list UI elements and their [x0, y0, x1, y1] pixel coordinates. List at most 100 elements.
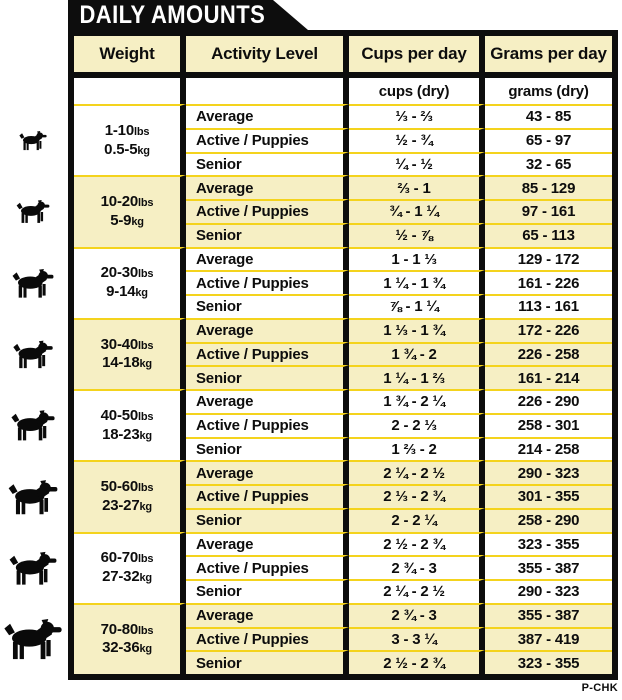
dog-icon — [15, 200, 51, 224]
grams-cell: 258 - 301 — [485, 412, 612, 437]
cups-cell: ⅓ - ⅔ — [349, 104, 485, 128]
weight-lbs-unit: lbs — [138, 339, 154, 352]
grams-cell: 290 - 323 — [485, 579, 612, 603]
cups-cell: ½ - ¾ — [349, 127, 485, 152]
feeding-table: Weight Activity Level Cups per day Grams… — [68, 30, 618, 680]
weight-kg: 18-23 — [102, 425, 140, 443]
weight-cell: 40-50lbs 18-23kg — [74, 389, 186, 461]
grams-cell: 258 - 290 — [485, 507, 612, 532]
cups-cell: 2 ¾ - 3 — [349, 555, 485, 579]
grams-cell: 43 - 85 — [485, 104, 612, 128]
dog-icon — [2, 619, 64, 661]
activity-cell: Active / Puppies — [186, 199, 349, 223]
weight-kg-unit: kg — [139, 500, 152, 513]
cups-cell: ¼ - ½ — [349, 151, 485, 176]
activity-cell: Average — [186, 317, 349, 342]
weight-lbs: 60-70 — [100, 549, 139, 567]
cups-cell: 1 ⅔ - 2 — [349, 436, 485, 461]
weight-kg-unit: kg — [139, 429, 152, 442]
activity-cell: Active / Puppies — [186, 270, 349, 294]
activity-cell: Average — [186, 104, 349, 128]
weight-lbs-unit: lbs — [133, 125, 150, 138]
cups-cell: 1 ¼ - 1 ¾ — [349, 270, 485, 294]
cups-cell: 2 - 2 ¼ — [349, 507, 485, 532]
activity-cell: Senior — [186, 507, 349, 532]
weight-kg-unit: kg — [139, 572, 152, 585]
cups-cell: 2 - 2 ⅓ — [349, 412, 485, 437]
grams-cell: 161 - 226 — [485, 270, 612, 294]
weight-lbs: 70-80 — [100, 620, 139, 638]
dog-icon — [12, 338, 54, 372]
activity-cell: Average — [186, 460, 349, 484]
grams-cell: 226 - 290 — [485, 389, 612, 413]
weight-lbs-unit: lbs — [138, 482, 154, 495]
grams-cell: 65 - 113 — [485, 222, 612, 247]
cups-cell: 1 ¼ - 1 ⅔ — [349, 365, 485, 389]
grams-cell: 214 - 258 — [485, 436, 612, 461]
weight-cell: 30-40lbs 14-18kg — [74, 317, 186, 389]
activity-cell: Average — [186, 246, 349, 271]
weight-kg-unit: kg — [139, 358, 152, 371]
weight-kg: 32-36 — [102, 639, 140, 657]
dog-icon — [18, 131, 48, 151]
activity-cell: Average — [186, 175, 349, 199]
cups-cell: 2 ¼ - 2 ½ — [349, 579, 485, 603]
weight-lbs-unit: lbs — [138, 268, 154, 281]
grams-cell: 323 - 355 — [485, 531, 612, 556]
cups-cell: 1 ¾ - 2 — [349, 341, 485, 366]
weight-kg: 23-27 — [102, 496, 140, 514]
weight-cell: 70-80lbs 32-36kg — [74, 602, 186, 674]
grams-cell: 85 - 129 — [485, 175, 612, 199]
subheader-weight — [74, 78, 186, 104]
weight-lbs: 30-40 — [100, 335, 139, 353]
weight-kg: 27-32 — [102, 568, 140, 586]
weight-cell: 20-30lbs 9-14kg — [74, 246, 186, 318]
weight-lbs-unit: lbs — [138, 553, 154, 566]
weight-kg: 5-9 — [110, 211, 132, 229]
grams-cell: 172 - 226 — [485, 317, 612, 342]
subheader-activity — [186, 78, 349, 104]
dog-icon — [9, 268, 57, 299]
activity-cell: Average — [186, 389, 349, 413]
grams-cell: 301 - 355 — [485, 484, 612, 508]
dog-icon — [10, 408, 56, 444]
weight-kg-unit: kg — [131, 215, 144, 228]
grams-cell: 290 - 323 — [485, 460, 612, 484]
subheader-grams-unit: grams (dry) — [485, 78, 612, 104]
activity-cell: Senior — [186, 151, 349, 176]
weight-kg: 9-14 — [106, 283, 136, 301]
cups-cell: 2 ¼ - 2 ½ — [349, 460, 485, 484]
dog-size-column — [0, 0, 66, 700]
weight-lbs-unit: lbs — [138, 410, 154, 423]
activity-cell: Active / Puppies — [186, 484, 349, 508]
cups-cell: ⅔ - 1 — [349, 175, 485, 199]
weight-kg: 14-18 — [102, 354, 140, 372]
cups-cell: ⅞ - 1 ¼ — [349, 294, 485, 318]
weight-lbs-unit: lbs — [138, 624, 154, 637]
grams-cell: 355 - 387 — [485, 555, 612, 579]
cups-cell: 2 ½ - 2 ¾ — [349, 650, 485, 674]
dog-icon — [8, 550, 58, 588]
cups-cell: 2 ½ - 2 ¾ — [349, 531, 485, 556]
dog-icon — [7, 479, 59, 516]
weight-kg: 0.5-5 — [104, 140, 138, 158]
cups-cell: 2 ⅓ - 2 ¾ — [349, 484, 485, 508]
column-header-cups: Cups per day — [349, 36, 485, 78]
weight-lbs: 40-50 — [100, 406, 139, 424]
weight-kg-unit: kg — [137, 144, 150, 157]
activity-cell: Active / Puppies — [186, 555, 349, 579]
cups-cell: ½ - ⅞ — [349, 222, 485, 247]
activity-cell: Senior — [186, 436, 349, 461]
activity-cell: Senior — [186, 365, 349, 389]
activity-cell: Active / Puppies — [186, 412, 349, 437]
grams-cell: 387 - 419 — [485, 626, 612, 651]
cups-cell: 2 ¾ - 3 — [349, 602, 485, 627]
weight-kg-unit: kg — [139, 643, 152, 656]
weight-cell: 1-10lbs 0.5-5kg — [74, 104, 186, 176]
weight-cell: 50-60lbs 23-27kg — [74, 460, 186, 532]
column-header-grams: Grams per day — [485, 36, 612, 78]
activity-cell: Active / Puppies — [186, 626, 349, 651]
subheader-cups-unit: cups (dry) — [349, 78, 485, 104]
activity-cell: Senior — [186, 294, 349, 318]
grams-cell: 323 - 355 — [485, 650, 612, 674]
